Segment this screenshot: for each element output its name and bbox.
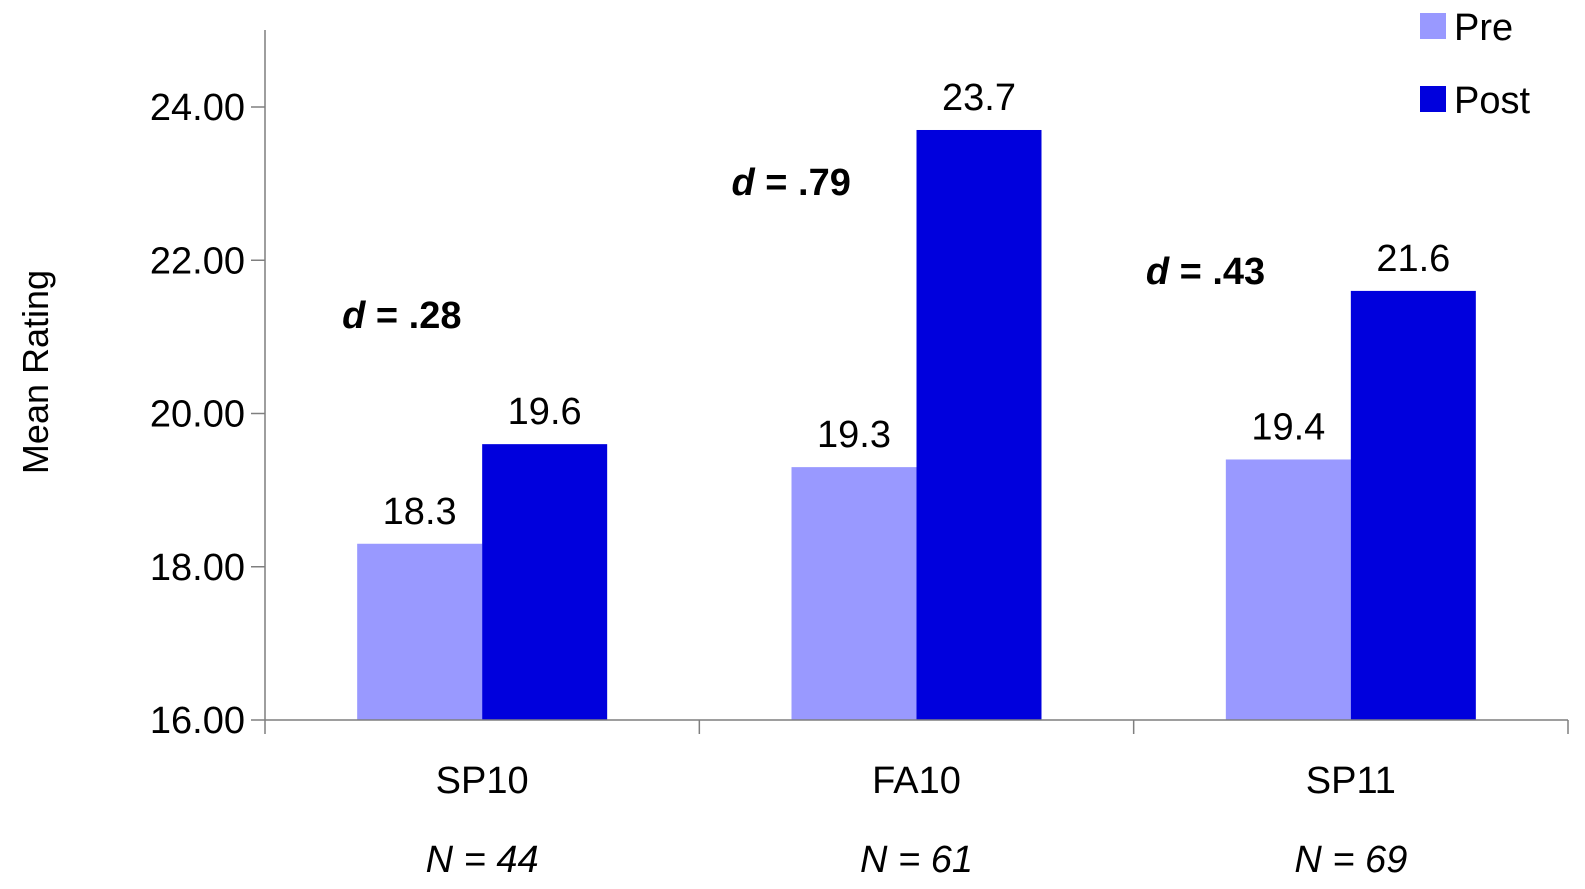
sample-size-label: N = 69	[1294, 839, 1407, 881]
legend-swatch-post	[1420, 86, 1446, 112]
y-tick-label: 22.00	[150, 240, 245, 282]
effect-size-label: d = .43	[1146, 251, 1265, 293]
data-label: 18.3	[383, 491, 457, 533]
effect-size-label: d = .28	[342, 295, 461, 337]
effect-size-label: d = .79	[732, 162, 851, 204]
bar-pre-sp11	[1225, 459, 1351, 720]
labels-group: 18.3 19.6 SP10 N = 44 d = .28 19.3 23.7 FA10 N =…	[342, 77, 1450, 881]
bar-post-sp11	[1350, 290, 1476, 720]
legend-label-pre: Pre	[1454, 7, 1513, 49]
data-label: 19.6	[508, 391, 582, 433]
y-tick-label: 20.00	[150, 394, 245, 436]
legend-label-post: Post	[1454, 80, 1530, 122]
x-tick-label: FA10	[872, 760, 961, 802]
bar-pre-fa10	[791, 467, 917, 720]
data-label: 19.3	[817, 414, 891, 456]
data-label: 23.7	[942, 77, 1016, 119]
y-tick-label: 24.00	[150, 87, 245, 129]
bar-pre-sp10	[357, 543, 483, 720]
x-tick-label: SP11	[1306, 760, 1396, 802]
bar-post-sp10	[482, 444, 608, 720]
y-tick-label: 18.00	[150, 547, 245, 589]
legend-swatch-pre	[1420, 13, 1446, 39]
bars-group	[357, 129, 1476, 721]
bar-post-fa10	[916, 129, 1042, 721]
y-axis-title: Mean Rating	[15, 270, 56, 474]
y-tick-label: 16.00	[150, 700, 245, 742]
data-label: 21.6	[1376, 238, 1450, 280]
data-label: 19.4	[1251, 406, 1325, 448]
sample-size-label: N = 61	[860, 839, 973, 881]
sample-size-label: N = 44	[426, 839, 539, 881]
x-tick-label: SP10	[436, 760, 529, 802]
legend: Pre Post	[1420, 7, 1530, 122]
axes-group: 16.00 18.00 20.00 22.00 24.00	[150, 30, 1569, 742]
